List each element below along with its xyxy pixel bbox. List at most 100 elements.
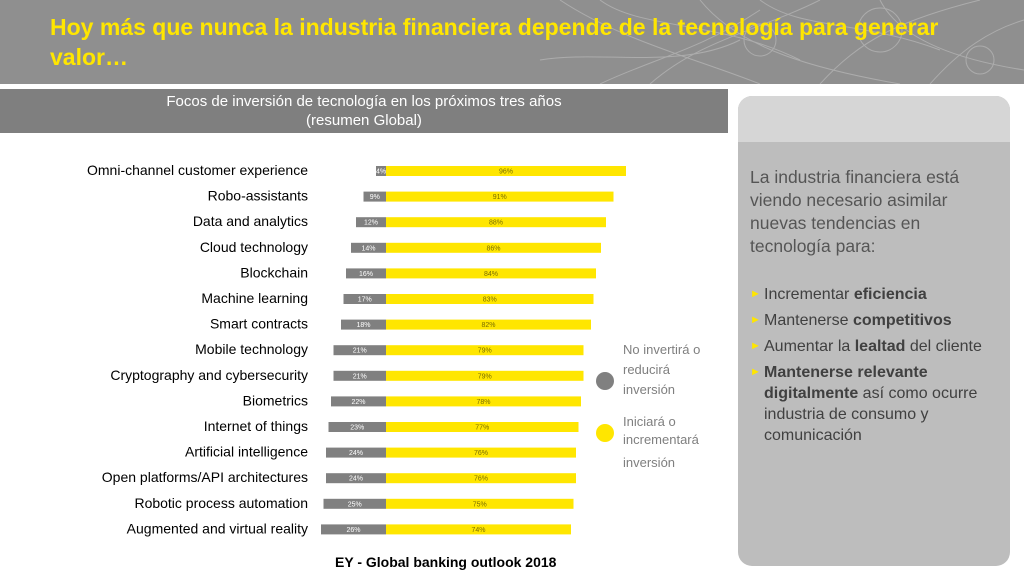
data-label-invest: 74%: [471, 527, 485, 534]
data-label-no-invest: 21%: [353, 348, 367, 355]
bar-no-invest: [376, 166, 386, 176]
chart-title-bar: Focos de inversión de tecnología en los …: [0, 89, 728, 133]
chart-title-line2: (resumen Global): [306, 112, 422, 129]
bar-chart: Omni-channel customer experience 4% 96% Rob…: [87, 162, 626, 536]
bullet-text: así como ocurre industria de consumo y c…: [764, 385, 978, 444]
summary-panel-header: [738, 96, 1010, 142]
legend-text-line: No invertirá o: [623, 342, 701, 357]
data-label-no-invest: 4%: [376, 169, 386, 176]
legend-text-line: inversión: [623, 382, 676, 397]
category-label: Cryptography and cybersecurity: [110, 367, 308, 383]
category-label: Smart contracts: [210, 316, 308, 332]
data-label-invest: 77%: [475, 425, 489, 432]
category-label: Omni-channel customer experience: [87, 162, 308, 178]
category-label: Machine learning: [201, 290, 308, 306]
summary-list-item: ► Mantenerse competitivos: [750, 310, 1008, 331]
data-label-no-invest: 24%: [349, 450, 363, 457]
category-label: Cloud technology: [200, 239, 308, 255]
bar-no-invest: [333, 370, 386, 381]
data-label-no-invest: 17%: [358, 297, 372, 304]
bar-invest: [386, 422, 579, 432]
category-label: Data and analytics: [193, 213, 308, 229]
data-label-no-invest: 22%: [351, 399, 365, 406]
summary-list-item: ► Mantenerse relevante digitalmente así c…: [750, 362, 1008, 446]
data-label-no-invest: 9%: [370, 194, 380, 201]
category-label: Augmented and virtual reality: [127, 520, 308, 536]
bar-invest: [386, 319, 591, 330]
legend-label-invest: Iniciará o incrementará inversión: [623, 412, 723, 478]
bar-no-invest: [343, 294, 386, 304]
summary-list-item: ► Aumentar la lealtad del cliente: [750, 336, 1008, 357]
header-banner: Hoy más que nunca la industria financier…: [0, 0, 1024, 84]
bar-no-invest: [333, 345, 386, 356]
summary-intro: La industria financiera está viendo nece…: [750, 167, 960, 256]
bar-no-invest: [321, 524, 386, 535]
data-label-no-invest: 12%: [364, 220, 378, 227]
data-label-invest: 96%: [499, 169, 513, 176]
data-label-invest: 91%: [493, 194, 507, 201]
bullet-text: del cliente: [905, 338, 982, 355]
bar-invest: [386, 242, 601, 253]
category-label: Blockchain: [240, 264, 308, 280]
bullet-text: Aumentar la: [764, 338, 855, 355]
bar-invest: [386, 524, 571, 535]
category-label: Biometrics: [243, 392, 308, 408]
category-label: Internet of things: [204, 418, 308, 434]
bar-invest: [386, 345, 584, 356]
bar-invest: [386, 268, 596, 279]
data-label-invest: 75%: [473, 501, 487, 508]
data-label-invest: 76%: [474, 450, 488, 457]
bar-invest: [386, 370, 584, 381]
data-label-no-invest: 26%: [346, 527, 360, 534]
chart-title-line1: Focos de inversión de tecnología en los …: [166, 93, 562, 110]
legend-swatch-yellow: [596, 424, 614, 442]
category-label: Robo-assistants: [208, 188, 308, 204]
network-pattern: [539, 0, 1024, 84]
summary-list-item: ► Incrementar eficiencia: [750, 284, 1008, 305]
category-label: Artificial intelligence: [185, 444, 308, 460]
bar-no-invest: [341, 319, 386, 330]
data-label-invest: 76%: [474, 476, 488, 483]
bullet-emphasis: lealtad: [854, 338, 906, 355]
data-label-invest: 86%: [486, 245, 500, 252]
legend-text-line: reducirá: [623, 362, 670, 377]
bar-invest: [386, 191, 614, 202]
page-title: Hoy más que nunca la industria financier…: [50, 14, 939, 70]
legend-text-line: Iniciará o: [623, 414, 676, 429]
source-caption: EY - Global banking outlook 2018: [335, 554, 557, 570]
data-label-invest: 84%: [484, 271, 498, 278]
legend-label-no-invest: No invertirá o reducirá inversión: [623, 338, 723, 402]
category-label: Robotic process automation: [134, 495, 308, 511]
data-label-invest: 82%: [481, 322, 495, 329]
bar-invest: [386, 396, 581, 407]
bullet-emphasis: Mantenerse relevante digitalmente: [764, 364, 928, 402]
data-label-no-invest: 23%: [350, 425, 364, 432]
bar-no-invest: [323, 498, 386, 509]
bullet-arrow-icon: ►: [750, 340, 761, 352]
data-label-invest: 79%: [478, 348, 492, 355]
data-label-invest: 83%: [483, 297, 497, 304]
data-label-invest: 78%: [476, 399, 490, 406]
data-label-no-invest: 21%: [353, 373, 367, 380]
bar-invest: [386, 166, 626, 176]
category-label: Open platforms/API architectures: [102, 469, 308, 485]
bar-invest: [386, 217, 606, 228]
bar-no-invest: [331, 396, 386, 407]
data-label-invest: 88%: [489, 220, 503, 227]
summary-panel: La industria financiera está viendo nece…: [738, 96, 1010, 566]
summary-list: ► Incrementar eficiencia ► Mantenerse compe…: [750, 284, 1008, 451]
bar-invest: [386, 473, 576, 484]
bullet-emphasis: competitivos: [852, 312, 952, 329]
data-label-no-invest: 25%: [348, 501, 362, 508]
bullet-arrow-icon: ►: [750, 288, 761, 300]
legend-text-line: inversión: [623, 455, 676, 470]
data-label-no-invest: 24%: [349, 476, 363, 483]
bar-no-invest: [326, 473, 386, 484]
data-label-no-invest: 14%: [361, 245, 375, 252]
bullet-emphasis: eficiencia: [853, 286, 927, 303]
bullet-text: Incrementar: [764, 286, 854, 303]
bar-invest: [386, 294, 594, 304]
bar-invest: [386, 498, 574, 509]
legend-swatch-gray: [596, 372, 614, 390]
bar-no-invest: [328, 422, 386, 432]
